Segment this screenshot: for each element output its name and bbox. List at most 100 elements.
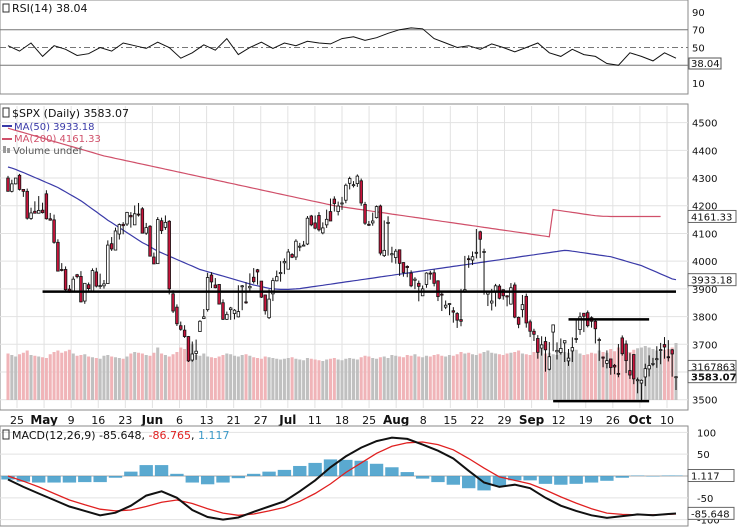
date-tick-label: 13 — [200, 414, 214, 427]
volume-bar — [60, 353, 63, 400]
volume-bar — [241, 355, 244, 400]
candle-body — [406, 266, 409, 267]
volume-bar — [529, 355, 532, 400]
volume-bar — [79, 355, 82, 400]
volume-bar — [371, 358, 374, 400]
date-tick-label: 12 — [552, 414, 566, 427]
candle-body — [287, 252, 290, 269]
candle-body — [414, 279, 417, 280]
candle-body — [448, 304, 451, 305]
date-tick-label: 8 — [420, 414, 427, 427]
date-tick-label: 16 — [91, 414, 105, 427]
volume-bar — [271, 358, 274, 400]
volume-bar — [394, 356, 397, 400]
candle-body — [667, 357, 670, 358]
candle-body — [656, 359, 659, 360]
volume-bar — [114, 357, 117, 400]
candle-body — [214, 285, 217, 288]
volume-bar — [317, 360, 320, 400]
volume-bar — [248, 356, 251, 400]
volume-bar — [425, 356, 428, 400]
candle-body — [467, 259, 470, 260]
volume-bar — [525, 354, 528, 400]
volume-bar — [540, 349, 543, 400]
volume-bar — [333, 358, 336, 400]
macd-histogram-bar — [585, 476, 598, 483]
candle-body — [663, 345, 666, 347]
candle-body — [64, 269, 67, 289]
macd-histogram-bar — [616, 476, 629, 478]
candle-body — [45, 194, 48, 219]
candle-body — [141, 209, 144, 233]
macd-tick-label: 50 — [697, 450, 710, 461]
volume-bar — [383, 357, 386, 401]
candle-body — [256, 270, 259, 272]
candle-body — [295, 241, 298, 257]
volume-bar — [651, 349, 654, 400]
macd-histogram-bar — [93, 476, 106, 482]
candle-body — [76, 275, 79, 277]
volume-bar — [321, 361, 324, 400]
candle-body — [552, 325, 555, 332]
macd-histogram-bar — [570, 476, 583, 484]
volume-bar — [494, 354, 497, 401]
volume-bar — [413, 354, 416, 400]
volume-bar — [49, 354, 52, 400]
candle-body — [391, 254, 394, 255]
volume-bar — [486, 351, 489, 401]
candle-body — [95, 272, 98, 286]
macd-histogram-bar — [155, 465, 168, 476]
volume-bar — [22, 353, 25, 400]
candle-body — [529, 322, 532, 331]
volume-bar — [68, 350, 71, 400]
volume-bar — [95, 358, 98, 400]
macd-last-value: 1.117 — [691, 472, 720, 483]
volume-bar — [582, 355, 585, 400]
candle-body — [625, 344, 628, 361]
candle-body — [360, 181, 363, 203]
candle-body — [310, 216, 313, 225]
volume-bar — [229, 354, 232, 400]
volume-bar — [452, 356, 455, 400]
candle-body — [179, 326, 182, 330]
candle-body — [183, 330, 186, 336]
volume-bar — [509, 353, 512, 400]
candle-body — [306, 218, 309, 244]
volume-bar — [202, 354, 205, 401]
volume-bar — [91, 357, 94, 400]
candle-body — [671, 350, 674, 354]
rsi-last-value: 38.04 — [691, 59, 720, 70]
candle-body — [648, 366, 651, 369]
macd-legend-sep: , — [142, 429, 149, 442]
volume-bar — [218, 357, 221, 401]
candle-body — [594, 321, 597, 328]
macd-histogram-bar — [431, 476, 444, 482]
macd-histogram-bar — [416, 476, 429, 479]
candle-body — [164, 222, 167, 227]
macd-legend-sep2: , — [191, 429, 198, 442]
candle-body — [560, 348, 563, 352]
volume-bar — [26, 351, 29, 401]
volume-bar — [356, 360, 359, 401]
volume-bar — [575, 350, 578, 400]
candle-body — [322, 228, 325, 233]
volume-bar — [102, 356, 105, 400]
candle-body — [314, 223, 317, 228]
candle-body — [206, 278, 209, 310]
date-tick-label: 29 — [498, 414, 512, 427]
candle-body — [30, 213, 33, 219]
candle-body — [583, 313, 586, 316]
candle-body — [479, 232, 482, 239]
macd-histogram-bar — [140, 465, 153, 476]
volume-bar — [6, 354, 9, 401]
volume-bar — [56, 351, 59, 401]
candle-body — [602, 357, 605, 358]
candle-body — [318, 215, 321, 229]
macd-histogram-bar — [278, 470, 291, 476]
candle-body — [341, 203, 344, 204]
candle-body — [398, 250, 401, 264]
volume-bar — [99, 359, 102, 400]
candle-body — [249, 286, 252, 287]
candle-body — [617, 373, 620, 374]
date-tick-label: 23 — [118, 414, 132, 427]
